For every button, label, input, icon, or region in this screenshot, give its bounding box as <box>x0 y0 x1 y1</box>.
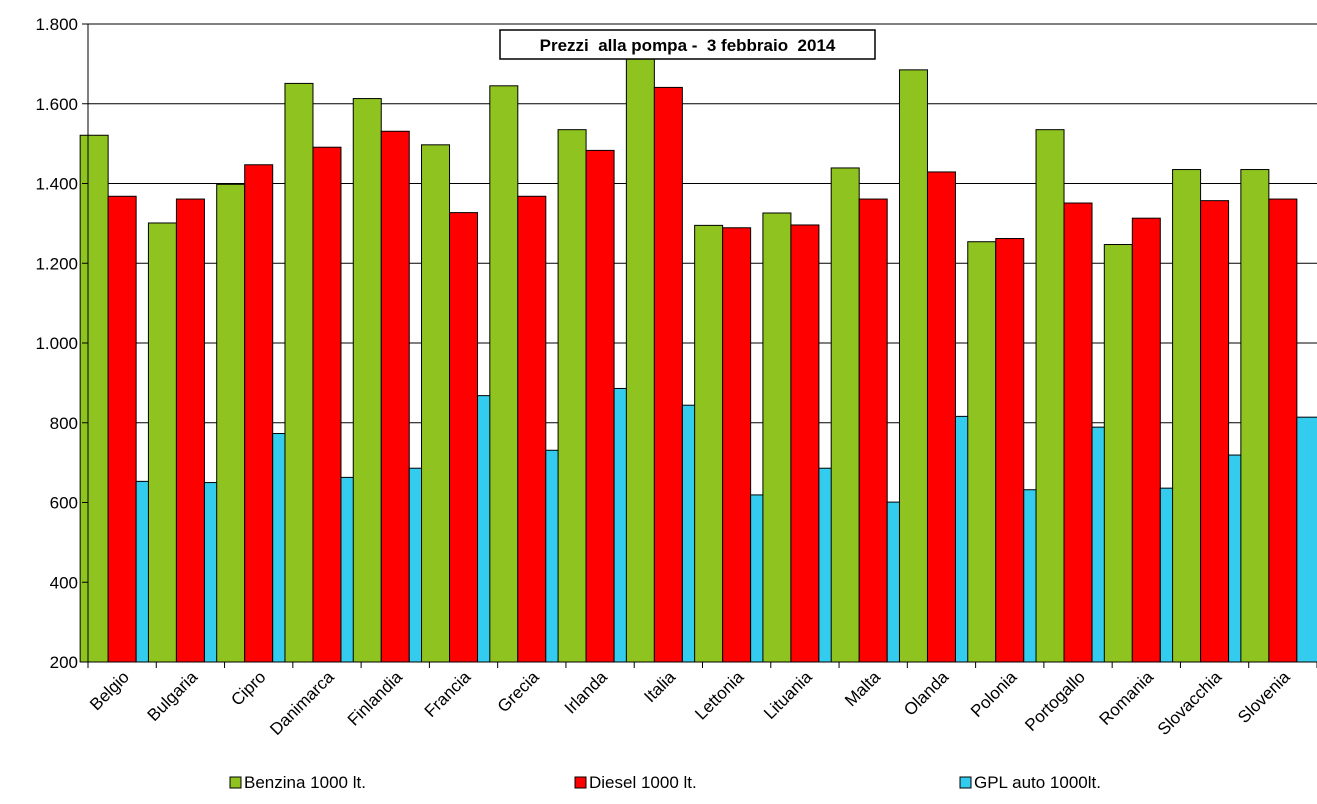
x-category-label: Irlanda <box>561 667 612 718</box>
bar-grecia-series-2 <box>517 195 547 663</box>
x-category-label: Grecia <box>494 667 543 716</box>
bar-francia-series-2 <box>449 212 479 663</box>
bar-portogallo-series-1 <box>1035 129 1065 663</box>
x-category-label: Polonia <box>967 667 1021 721</box>
y-tick-label: 200 <box>50 653 78 672</box>
x-category-label: Slovacchia <box>1154 667 1226 739</box>
bar-olanda-series-1 <box>898 69 928 663</box>
x-category-label: Finlandia <box>344 667 407 730</box>
axes <box>82 23 1317 668</box>
bar-danimarca-series-1 <box>284 82 314 663</box>
bar-polonia-series-2 <box>995 238 1025 663</box>
legend-label: Diesel 1000 lt. <box>589 773 697 792</box>
bar-belgio-series-1 <box>79 134 109 663</box>
x-category-label: Italia <box>640 667 679 706</box>
x-category-label: Olanda <box>900 667 953 720</box>
x-category-label: Lettonia <box>691 667 748 724</box>
bar-malta-series-1 <box>830 167 860 663</box>
bar-romania-series-1 <box>1103 244 1133 663</box>
bars <box>79 58 1317 663</box>
chart-title: Prezzi alla pompa - 3 febbraio 2014 <box>540 36 836 55</box>
bar-irlanda-series-2 <box>585 149 615 663</box>
chart-title-frame <box>499 29 876 60</box>
y-tick-label: 1.600 <box>35 95 78 114</box>
bar-lettonia-series-1 <box>694 224 724 663</box>
bar-polonia-series-1 <box>967 241 997 663</box>
bar-malta-series-2 <box>858 198 888 663</box>
bar-grecia-series-1 <box>489 85 519 663</box>
legend-swatch <box>959 776 972 789</box>
x-category-label: Malta <box>841 667 884 710</box>
bar-italia-series-2 <box>653 86 683 663</box>
bar-finlandia-series-2 <box>380 130 410 663</box>
bar-belgio-series-2 <box>107 195 137 663</box>
x-category-label: Romania <box>1096 667 1158 729</box>
x-category-label: Slovenia <box>1234 667 1294 727</box>
y-tick-label: 1.200 <box>35 254 78 273</box>
bar-slovenia-series-2 <box>1268 198 1298 663</box>
bar-finlandia-series-1 <box>352 98 382 663</box>
legend-label: Benzina 1000 lt. <box>244 773 366 792</box>
y-tick-label: 1.400 <box>35 175 78 194</box>
bar-slovenia-series-1 <box>1240 169 1270 663</box>
y-tick-label: 600 <box>50 494 78 513</box>
x-category-label: Bulgaria <box>144 667 202 725</box>
y-tick-label: 800 <box>50 414 78 433</box>
legend-label: GPL auto 1000lt. <box>974 773 1101 792</box>
bar-bulgaria-series-1 <box>147 222 177 663</box>
y-tick-labels: 200 400 600 800 1.000 1.200 1.400 1.600 1.800 <box>35 15 78 672</box>
x-category-label: Francia <box>421 667 475 721</box>
bar-romania-series-2 <box>1131 217 1161 663</box>
bar-lituania-series-1 <box>762 212 792 663</box>
bar-bulgaria-series-2 <box>175 198 205 663</box>
bar-lituania-series-2 <box>790 224 820 663</box>
bar-portogallo-series-2 <box>1063 202 1093 663</box>
y-tick-label: 1.800 <box>35 15 78 34</box>
y-tick-label: 400 <box>50 573 78 592</box>
x-category-label: Portogallo <box>1021 667 1089 735</box>
y-tick-label: 1.000 <box>35 334 78 353</box>
bar-danimarca-series-2 <box>312 146 342 663</box>
bar-francia-series-1 <box>421 144 451 663</box>
chart-title-box: Prezzi alla pompa - 3 febbraio 2014 <box>499 29 876 60</box>
bar-italia-series-1 <box>625 58 655 663</box>
bar-slovacchia-series-1 <box>1172 169 1202 663</box>
bar-lettonia-series-2 <box>722 227 752 663</box>
bar-slovacchia-series-2 <box>1200 200 1230 663</box>
x-category-label: Belgio <box>86 667 133 714</box>
bar-cipro-series-2 <box>244 164 274 663</box>
legend-swatch <box>574 776 587 789</box>
x-category-label: Lituania <box>760 667 816 723</box>
bar-olanda-series-2 <box>926 171 956 663</box>
x-category-label: Danimarca <box>266 667 338 739</box>
bar-cipro-series-1 <box>216 183 246 663</box>
legend-swatch <box>229 776 242 789</box>
x-category-label: Cipro <box>227 667 269 709</box>
bar-slovenia-series-3 <box>1296 416 1317 663</box>
bar-irlanda-series-1 <box>557 129 587 663</box>
legend: Benzina 1000 lt. Diesel 1000 lt. GPL auto … <box>229 773 1101 792</box>
